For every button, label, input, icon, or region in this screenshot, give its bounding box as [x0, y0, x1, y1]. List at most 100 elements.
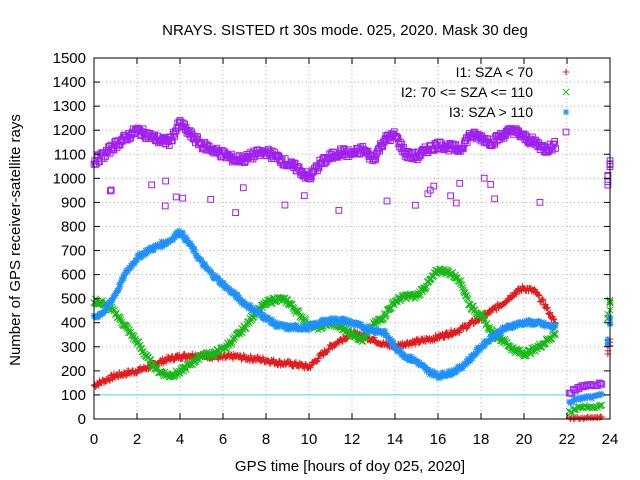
grid [94, 58, 610, 419]
data-point [300, 192, 308, 200]
data-point [232, 209, 239, 217]
data-point [491, 195, 498, 203]
data-point [371, 334, 378, 341]
data-point [434, 335, 442, 342]
data-point [542, 301, 549, 308]
x-tick-label: 18 [473, 431, 490, 448]
x-tick-label: 22 [559, 431, 576, 448]
data-point [172, 193, 180, 201]
y-tick-label: 900 [61, 194, 86, 211]
data-point [313, 358, 320, 365]
data-points [90, 117, 614, 423]
data-point [123, 372, 130, 379]
data-point [545, 310, 552, 317]
data-point [239, 184, 247, 192]
data-point [447, 192, 455, 200]
data-point [550, 316, 558, 323]
data-point [186, 361, 194, 369]
y-tick-label: 1400 [53, 74, 86, 91]
y-tick-label: 1200 [53, 122, 86, 139]
data-point [441, 334, 449, 341]
data-point [549, 313, 556, 320]
data-point [189, 350, 196, 357]
legend-marker [562, 68, 570, 76]
y-tick-label: 400 [61, 315, 86, 332]
x-tick-label: 8 [262, 431, 270, 448]
data-point [148, 181, 156, 189]
x-axis-label: GPS time [hours of doy 025, 2020] [235, 458, 465, 475]
data-point [487, 181, 495, 188]
x-tick-label: 4 [176, 431, 184, 448]
data-point [117, 316, 125, 324]
x-tick-label: 14 [387, 431, 404, 448]
y-tick-label: 700 [61, 243, 86, 260]
data-point [179, 194, 187, 202]
data-point [546, 309, 554, 316]
y-tick-label: 100 [61, 387, 86, 404]
y-axis-label: Number of GPS receiver-satellite rays [7, 114, 24, 366]
data-point [170, 357, 178, 364]
data-point [286, 358, 294, 365]
x-tick-label: 10 [301, 431, 318, 448]
data-point [179, 355, 186, 362]
data-point [115, 313, 123, 321]
y-tick-label: 1500 [53, 50, 86, 67]
x-tick-label: 0 [90, 431, 98, 448]
legend: I1: SZA < 70 I2: 70 <= SZA <= 110 I3: SZA … [401, 64, 570, 136]
data-point [412, 201, 419, 209]
data-point [487, 309, 495, 316]
data-point [176, 351, 183, 359]
x-tick-label: 16 [430, 431, 447, 448]
y-tick-label: 300 [61, 339, 86, 356]
data-point [536, 291, 543, 299]
x-tick-label: 24 [602, 431, 619, 448]
legend-marker [562, 108, 570, 116]
legend-label: I1: SZA < 70 [456, 64, 534, 80]
data-point [325, 345, 333, 353]
y-tick-label: 200 [61, 363, 86, 380]
x-tick-label: 6 [219, 431, 227, 448]
y-tick-label: 0 [78, 411, 86, 428]
series-1 [90, 283, 614, 423]
legend-label: I3: SZA > 110 [449, 104, 533, 120]
data-point [539, 297, 547, 304]
data-point [324, 346, 332, 353]
data-point [539, 296, 546, 303]
data-point [598, 390, 606, 398]
data-point [452, 199, 460, 207]
y-tick-label: 1000 [53, 170, 86, 187]
data-point [315, 355, 322, 362]
x-tick-label: 2 [133, 431, 141, 448]
data-point [456, 179, 464, 187]
data-point [335, 206, 343, 214]
data-point [227, 340, 235, 348]
data-point [439, 330, 446, 338]
data-point [292, 358, 300, 366]
chart-title: NRAYS. SISTED rt 30s mode. 025, 2020. Ma… [162, 22, 528, 39]
data-point [530, 286, 538, 294]
data-point [447, 326, 455, 334]
x-tick-label: 12 [344, 431, 361, 448]
data-point [161, 202, 169, 210]
data-point [207, 196, 215, 203]
data-point [534, 291, 542, 298]
data-point [162, 177, 170, 185]
data-point [544, 304, 552, 311]
y-tick-label: 800 [61, 218, 86, 235]
data-point [536, 198, 544, 206]
data-point [463, 324, 471, 331]
x-axis-ticks: 0 2 4 6 8 10 12 14 16 18 20 22 24 [90, 58, 619, 448]
data-point [552, 322, 559, 330]
data-point [383, 197, 391, 205]
data-point [508, 294, 515, 301]
legend-label: I2: 70 <= SZA <= 110 [401, 84, 533, 100]
data-point [513, 291, 520, 298]
y-tick-label: 500 [61, 291, 86, 308]
y-tick-label: 1300 [53, 98, 86, 115]
legend-marker [562, 88, 570, 96]
y-tick-label: 1100 [54, 146, 86, 163]
data-point [329, 344, 337, 351]
data-point [281, 201, 289, 209]
data-point [120, 275, 128, 282]
